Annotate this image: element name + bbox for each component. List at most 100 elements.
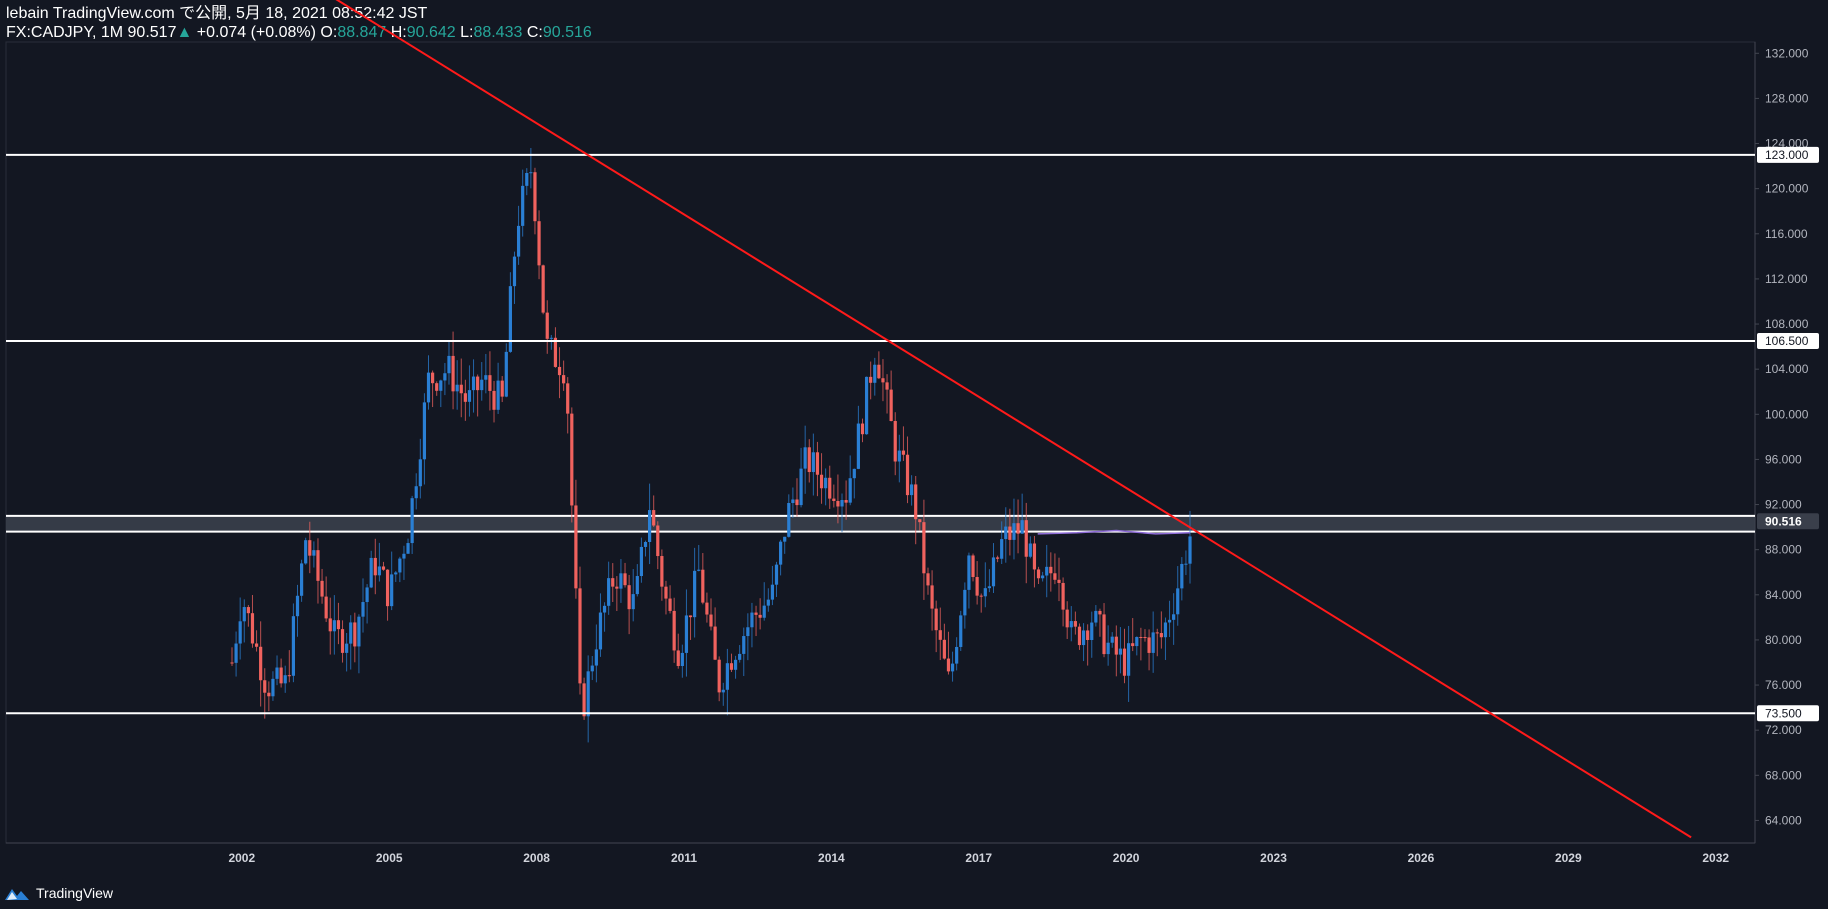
candle-down [705,602,709,615]
time-tick-label: 2029 [1555,851,1582,865]
candle-down [971,555,975,578]
price-tick-label: 64.000 [1765,813,1802,827]
candle-down [353,622,357,647]
price-tick-label: 132.000 [1765,46,1809,60]
time-tick-label: 2005 [376,851,403,865]
candle-down [254,643,259,647]
candle-down [1155,632,1159,634]
candle-up [693,570,697,618]
price-tick-label: 120.000 [1765,182,1809,196]
candle-up [234,643,238,663]
close-label: C: [526,24,543,41]
candle-up [959,615,963,647]
candle-up [402,553,406,559]
candle-up [1163,622,1168,638]
candle-down [316,550,320,581]
level-price-label: 73.500 [1765,706,1802,720]
candle-down [754,612,758,615]
candle-up [529,172,533,174]
price-tick-label: 76.000 [1765,678,1802,692]
candle-down [545,312,549,339]
candle-down [836,501,840,507]
candle-up [512,256,517,287]
candle-down [828,477,832,499]
candle-up [1188,536,1192,564]
candle-down [1065,609,1069,628]
price-tick-label: 84.000 [1765,588,1802,602]
candle-up [770,584,775,600]
price-tick-label: 104.000 [1765,362,1809,376]
candle-down [336,620,341,630]
footer-brand[interactable]: TradingView [4,885,113,901]
candle-up [525,172,529,186]
candle-up [742,636,746,654]
price-change: +0.074 (+0.08%) [196,24,316,41]
open-value: 88.847 [337,24,387,41]
candle-down [623,573,627,586]
candle-down [664,586,668,599]
candle-down [758,614,762,618]
candle-up [304,540,308,564]
candle-up [779,541,783,565]
candle-down [562,375,566,384]
candle-up [426,372,431,403]
candle-up [680,652,684,666]
price-tick-label: 92.000 [1765,498,1802,512]
candle-up [824,477,828,489]
candle-down [713,626,717,660]
candle-up [410,498,414,544]
candle-down [1114,636,1118,655]
candle-up [594,649,598,666]
candle-up [787,503,791,537]
candle-up [1172,614,1176,620]
level-price-label-box [1757,146,1819,163]
price-tick-label: 88.000 [1765,543,1802,557]
candle-up [1176,588,1180,615]
time-tick-label: 2002 [228,851,255,865]
candle-down [385,569,390,607]
moving-average-line [1037,529,1191,535]
candle-down [324,596,328,619]
candle-up [349,622,353,644]
candle-down [1102,614,1106,655]
high-label: H: [390,24,407,41]
candle-up [1184,563,1188,565]
candle-up [791,499,795,504]
price-tick-label: 96.000 [1765,452,1802,466]
candle-up [733,659,738,670]
candle-down [435,383,439,391]
candle-up [840,500,844,507]
candle-up [950,663,955,672]
candle-up [504,351,508,397]
candle-down [1122,648,1127,676]
current-price-label-box [1757,513,1819,530]
candle-down [942,639,946,659]
candle-up [1094,610,1098,623]
candle-down [946,658,951,672]
candle-down [922,522,926,574]
time-tick-label: 2032 [1702,851,1729,865]
candle-up [607,578,611,606]
candle-down [688,615,693,618]
candle-down [930,585,934,609]
candle-down [459,384,463,394]
candle-down [476,376,480,391]
current-price-label: 90.516 [1765,514,1802,528]
candle-down [279,667,283,684]
candle-up [639,546,644,577]
candle-up [967,555,971,590]
time-tick-label: 2020 [1113,851,1140,865]
candle-up [811,452,815,473]
candle-down [611,578,615,587]
candle-up [484,375,488,380]
candle-up [242,607,246,622]
candle-down [320,580,324,597]
candle-down [1008,526,1012,540]
candle-up [422,402,427,460]
candle-down [1024,520,1028,557]
candle-up [312,550,316,556]
candle-up [619,573,623,589]
candle-down [263,680,267,693]
candle-up [1028,543,1032,557]
